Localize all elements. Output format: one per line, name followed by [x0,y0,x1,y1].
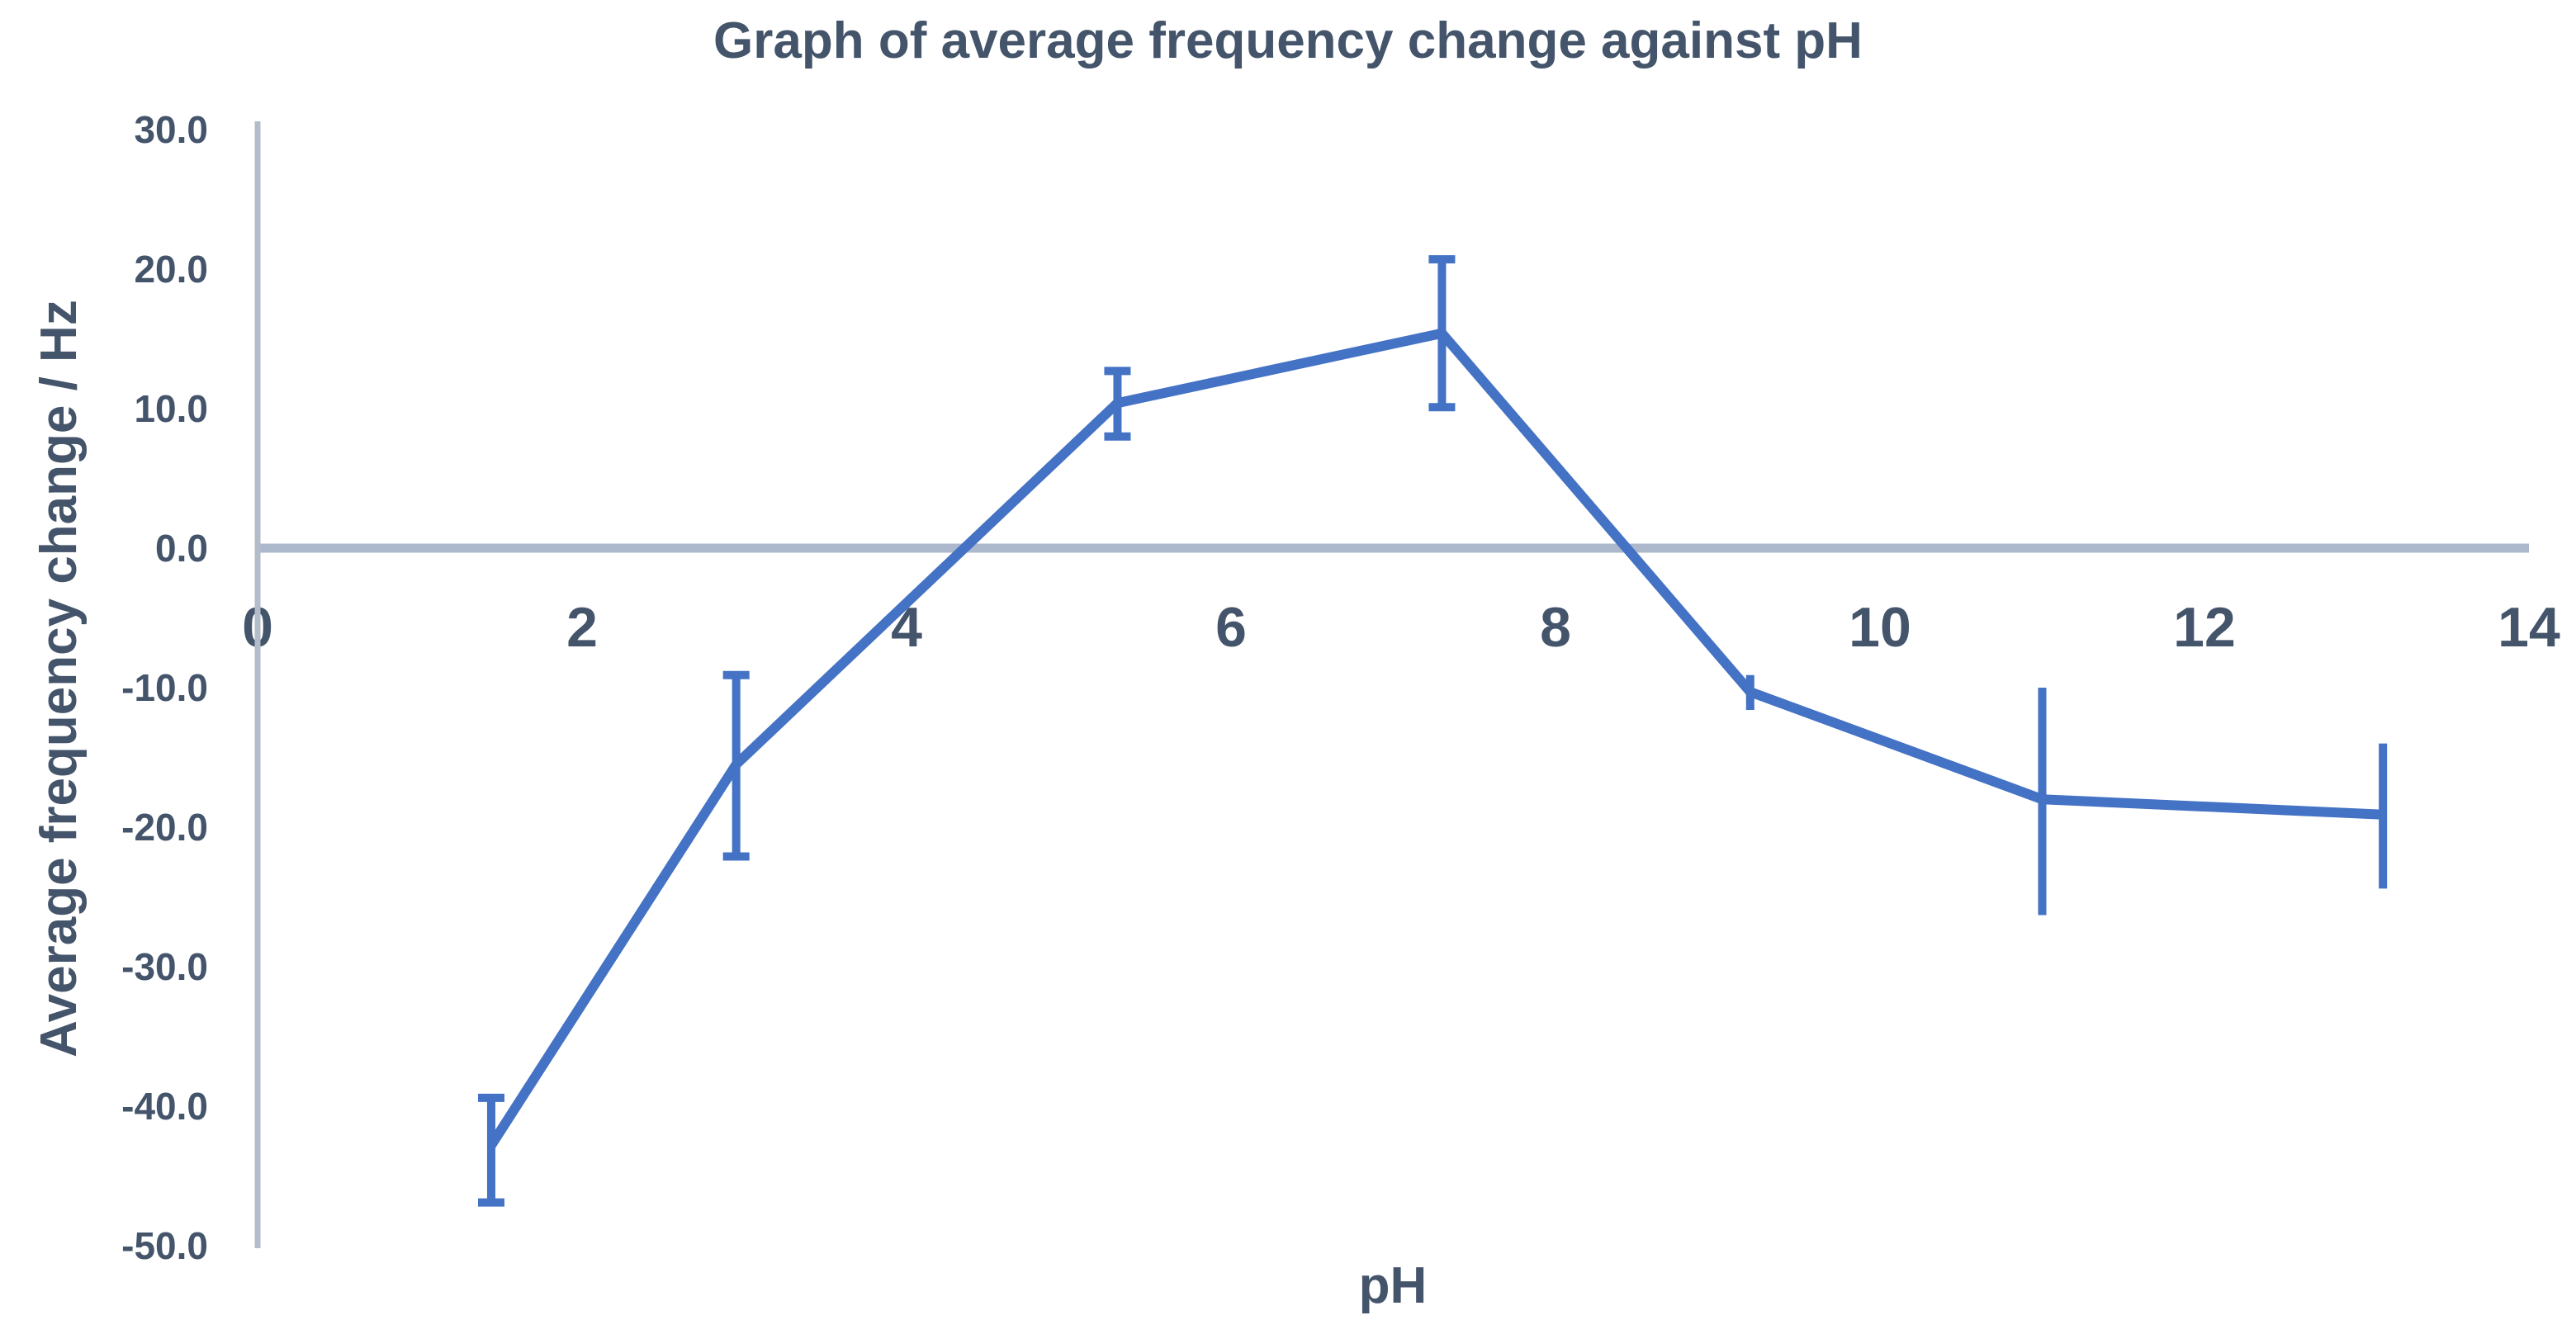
y-tick-label: -20.0 [121,806,208,849]
y-tick-label: -10.0 [121,666,208,709]
y-tick-label: 0.0 [155,527,208,570]
y-tick-label: -30.0 [121,945,208,988]
y-tick-label: -50.0 [121,1224,208,1267]
data-line [486,328,2384,1148]
x-tick-label: 6 [1215,596,1247,659]
y-tick-label: 30.0 [134,108,208,151]
chart-title: Graph of average frequency change agains… [713,12,1863,69]
y-tick-label: 20.0 [134,248,208,291]
x-tick-label: 10 [1849,596,1911,659]
x-tick-label: 14 [2498,596,2560,659]
x-tick-label: 8 [1540,596,1571,659]
x-tick-label: 12 [2173,596,2236,659]
error-bar [477,1093,504,1207]
y-tick-label: 10.0 [134,387,208,430]
y-tick-label: -40.0 [121,1085,208,1128]
x-axis-title: pH [1358,1257,1428,1314]
x-tick-label: 2 [566,596,598,659]
